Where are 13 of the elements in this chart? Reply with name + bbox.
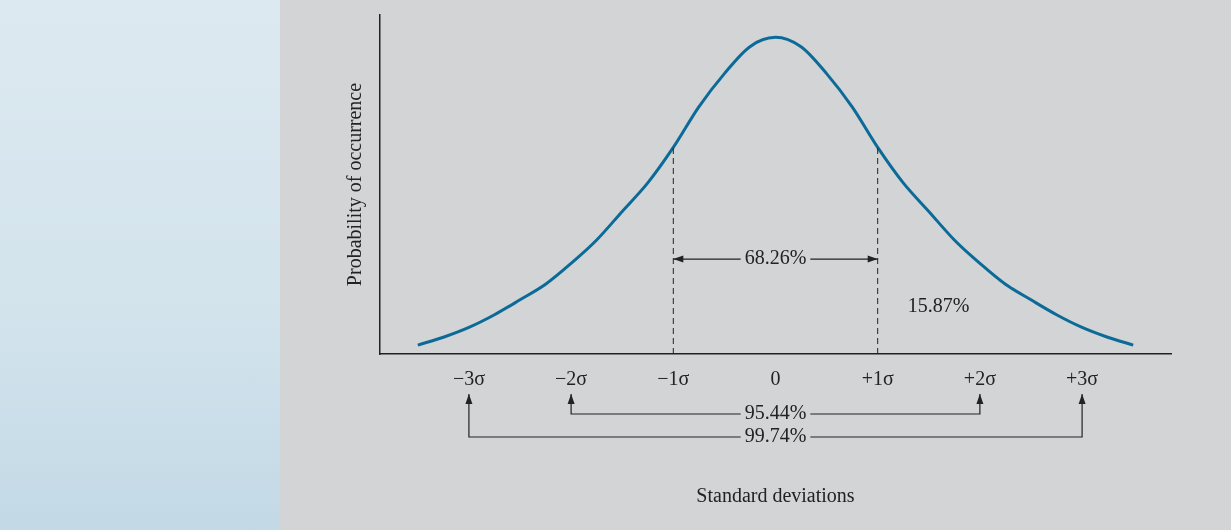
x-tick-label: +1σ <box>861 367 894 390</box>
x-tick-label: 0 <box>770 367 781 390</box>
x-tick-label: −3σ <box>452 367 486 390</box>
text: 95.44% <box>744 401 807 424</box>
x-tick-label: +3σ <box>1066 367 1099 390</box>
x-tick-label: +2σ <box>963 367 997 390</box>
annotation: 15.87% <box>907 293 970 316</box>
y-axis-title: Probability of occurrence <box>343 82 367 287</box>
x-tick-label: −1σ <box>657 367 690 390</box>
annotation: 68.26% <box>744 246 807 269</box>
x-tick-label: −2σ <box>555 367 588 390</box>
text: Standard deviations <box>696 484 855 507</box>
text: 99.74% <box>744 424 807 447</box>
